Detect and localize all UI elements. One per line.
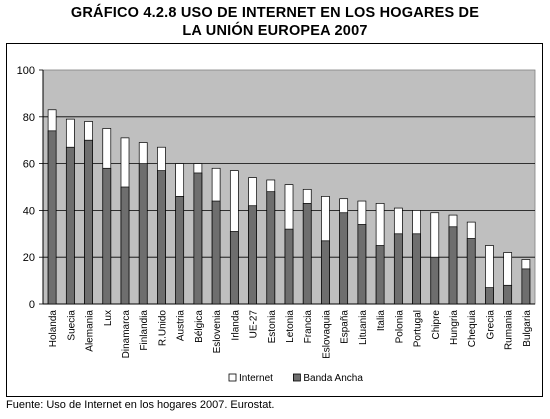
y-tick-label: 40 xyxy=(23,205,35,217)
chart-frame: 0 20 40 60 80 100 Holanda Suecia Alemania Lux Dina… xyxy=(6,43,543,397)
chart-title: GRÁFICO 4.2.8 USO DE INTERNET EN LOS HOG… xyxy=(0,4,550,40)
bar-banda-ancha xyxy=(375,245,385,305)
bar-banda-ancha xyxy=(284,228,294,305)
x-tick-label: Finlandia xyxy=(139,310,150,351)
x-tick-label: Lituania xyxy=(358,310,369,345)
bar-banda-ancha xyxy=(321,240,330,305)
bar-banda-ancha xyxy=(157,170,166,305)
bar-banda-ancha xyxy=(266,191,276,305)
bar-banda-ancha xyxy=(302,203,312,305)
bar-banda-ancha xyxy=(138,163,148,305)
x-tick-label: Italia xyxy=(376,310,387,332)
x-tick-label: Irlanda xyxy=(230,310,241,341)
x-tick-label: Holanda xyxy=(48,310,59,348)
x-tick-label: Austria xyxy=(176,310,187,342)
x-tick-label: Portugal xyxy=(413,310,424,347)
x-tick-label: UE-27 xyxy=(249,310,260,339)
x-tick-label: Lux xyxy=(103,310,114,326)
bar-banda-ancha xyxy=(211,200,221,305)
x-tick-label: Eslovaquia xyxy=(321,310,332,359)
x-tick-label: Estonia xyxy=(267,310,278,344)
bar-banda-ancha xyxy=(47,130,57,305)
legend-label: Internet xyxy=(239,373,273,384)
bar-banda-ancha xyxy=(412,233,421,305)
x-tick-label: Letonia xyxy=(285,310,296,343)
x-tick-label: Chequia xyxy=(467,310,478,348)
bar-banda-ancha xyxy=(193,172,203,305)
y-tick-label: 80 xyxy=(23,112,35,124)
bar-banda-ancha xyxy=(120,186,130,305)
bar-banda-ancha xyxy=(248,205,257,305)
x-tick-label: Alemania xyxy=(85,310,96,352)
bar-banda-ancha xyxy=(448,226,458,305)
bar-banda-ancha xyxy=(84,139,93,305)
x-tick-label: Hungria xyxy=(449,310,460,345)
x-tick-label: Polonia xyxy=(394,310,405,344)
y-tick-label: 100 xyxy=(17,65,35,77)
bar-banda-ancha xyxy=(485,287,494,305)
x-tick-label: Chipre xyxy=(431,310,442,340)
bar-banda-ancha xyxy=(521,268,531,305)
bar-banda-ancha xyxy=(430,256,440,305)
bar-banda-ancha xyxy=(393,233,403,305)
x-tick-label: Rumania xyxy=(504,310,515,350)
legend-swatch xyxy=(292,373,301,382)
x-tick-label: Grecia xyxy=(485,310,496,340)
legend-swatch xyxy=(228,373,237,382)
x-tick-label: Francia xyxy=(303,310,314,344)
y-tick-label: 60 xyxy=(23,159,35,171)
bar-banda-ancha xyxy=(339,212,349,305)
chart-title-line-2: LA UNIÓN EUROPEA 2007 xyxy=(182,23,368,39)
x-tick-label: Suecia xyxy=(66,310,77,341)
x-tick-label: Bélgica xyxy=(194,310,205,343)
y-tick-label: 0 xyxy=(29,299,35,311)
bar-banda-ancha xyxy=(229,231,239,305)
bar-banda-ancha xyxy=(102,167,112,305)
legend-label: Banda Ancha xyxy=(303,373,363,384)
bar-banda-ancha xyxy=(466,238,476,305)
y-tick-label: 20 xyxy=(23,252,35,264)
x-tick-label: Eslovenia xyxy=(212,310,223,354)
bar-banda-ancha xyxy=(503,284,513,305)
bar-chart: 0 20 40 60 80 100 Holanda Suecia Alemania Lux Dina… xyxy=(17,65,536,384)
chart-title-line-1: GRÁFICO 4.2.8 USO DE INTERNET EN LOS HOG… xyxy=(70,5,480,21)
x-tick-label: R.Unido xyxy=(157,310,168,347)
bar-banda-ancha xyxy=(65,146,75,305)
bar-banda-ancha xyxy=(357,224,367,305)
x-tick-label: Dinamarca xyxy=(121,310,132,359)
x-tick-label: España xyxy=(340,310,351,344)
source-note: Fuente: Uso de Internet en los hogares 2… xyxy=(6,399,275,411)
x-tick-label: Bulgaria xyxy=(522,310,533,347)
bar-banda-ancha xyxy=(175,196,185,305)
